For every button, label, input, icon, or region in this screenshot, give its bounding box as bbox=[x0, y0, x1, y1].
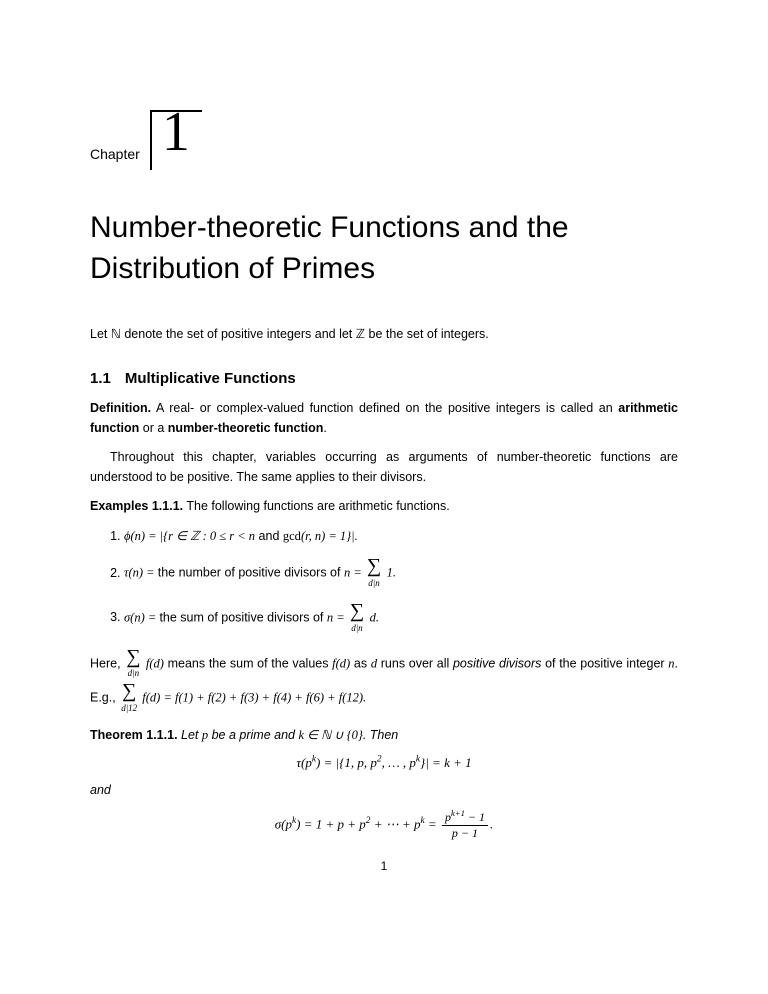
fraction: pk+1 − 1 p − 1 bbox=[442, 810, 488, 841]
text: . bbox=[323, 421, 326, 435]
paragraph: Here, ∑d|n f(d) means the sum of the val… bbox=[90, 647, 678, 716]
chapter-number: 1 bbox=[162, 106, 190, 159]
text: be the set of integers. bbox=[365, 327, 489, 341]
sum-symbol: ∑d|n bbox=[350, 601, 364, 635]
sum-index: d|n bbox=[367, 576, 381, 590]
sum-symbol: ∑d|12 bbox=[121, 681, 137, 715]
sigma-icon: ∑ bbox=[367, 555, 381, 577]
math: ϕ(n) = |{r ∈ ℤ : 0 ≤ r < n bbox=[124, 529, 255, 543]
chapter-heading: Chapter 1 bbox=[90, 110, 678, 170]
examples-intro: Examples 1.1.1. The following functions … bbox=[90, 497, 678, 516]
example-item: τ(n) = the number of positive divisors o… bbox=[124, 556, 678, 590]
sum-symbol: ∑d|n bbox=[367, 556, 381, 590]
term: number-theoretic function bbox=[168, 421, 324, 435]
chapter-label: Chapter bbox=[90, 146, 140, 170]
sum-symbol: ∑d|n bbox=[126, 647, 140, 681]
section-number: 1.1 bbox=[90, 370, 111, 387]
math: n = bbox=[327, 610, 348, 624]
text: Let bbox=[178, 728, 202, 742]
text: as bbox=[350, 656, 371, 670]
sum-index: d|12 bbox=[121, 702, 137, 716]
text: runs over all bbox=[377, 656, 453, 670]
text: or a bbox=[139, 421, 168, 435]
chapter-rule bbox=[202, 162, 678, 170]
chapter-number-box: 1 bbox=[150, 110, 202, 170]
fraction-den: p − 1 bbox=[442, 826, 488, 841]
example-item: ϕ(n) = |{r ∈ ℤ : 0 ≤ r < n and gcd(r, n)… bbox=[124, 526, 678, 546]
text: . Then bbox=[363, 728, 398, 742]
section-title: Multiplicative Functions bbox=[125, 370, 296, 387]
fraction-num: pk+1 − 1 bbox=[442, 810, 488, 826]
text: means the sum of the values bbox=[164, 656, 332, 670]
math: k ∈ ℕ ∪ {0} bbox=[298, 728, 362, 742]
examples-label: Examples 1.1.1. bbox=[90, 499, 183, 513]
text: Let bbox=[90, 327, 111, 341]
page-number: 1 bbox=[90, 859, 678, 873]
math: d. bbox=[370, 610, 379, 624]
math: σ(n) = bbox=[124, 610, 159, 624]
text: denote the set of positive integers and … bbox=[121, 327, 356, 341]
section-heading: 1.1 Multiplicative Functions bbox=[90, 370, 678, 387]
sum-index: d|n bbox=[350, 621, 364, 635]
definition-label: Definition. bbox=[90, 401, 151, 415]
math: gcd(r, n) = 1}|. bbox=[283, 529, 358, 543]
math: n = bbox=[344, 566, 365, 580]
text: and bbox=[255, 529, 283, 543]
text: The following functions are arithmetic f… bbox=[183, 499, 450, 513]
math: 1. bbox=[387, 566, 396, 580]
chapter-title: Number-theoretic Functions and the Distr… bbox=[90, 208, 678, 289]
text-and: and bbox=[90, 781, 678, 800]
emph: positive divisors bbox=[453, 656, 541, 670]
text: be a prime and bbox=[208, 728, 298, 742]
text: the sum of positive divisors of bbox=[159, 610, 326, 624]
theorem-paragraph: Theorem 1.1.1. Let p be a prime and k ∈ … bbox=[90, 726, 678, 745]
text: A real- or complex-valued function defin… bbox=[151, 401, 618, 415]
math: f(d) bbox=[143, 656, 164, 670]
equation: σ(pk) = 1 + p + p2 + ⋯ + pk = pk+1 − 1 p… bbox=[90, 810, 678, 841]
equation: τ(pk) = |{1, p, p2, … , pk}| = k + 1 bbox=[90, 755, 678, 771]
definition-paragraph: Definition. A real- or complex-valued fu… bbox=[90, 399, 678, 438]
text: and bbox=[90, 783, 111, 797]
text: Here, bbox=[90, 656, 124, 670]
math: τ(n) = bbox=[124, 566, 158, 580]
text: of the positive integer bbox=[541, 656, 668, 670]
set-Z: ℤ bbox=[356, 327, 365, 341]
page: Chapter 1 Number-theoretic Functions and… bbox=[0, 0, 768, 913]
sigma-icon: ∑ bbox=[350, 600, 364, 622]
sigma-icon: ∑ bbox=[122, 680, 136, 702]
math: f(d) = f(1) + f(2) + f(3) + f(4) + f(6) … bbox=[139, 691, 366, 705]
math: f(d) bbox=[332, 656, 350, 670]
example-item: σ(n) = the sum of positive divisors of n… bbox=[124, 601, 678, 635]
sum-index: d|n bbox=[126, 667, 140, 681]
examples-list: ϕ(n) = |{r ∈ ℤ : 0 ≤ r < n and gcd(r, n)… bbox=[90, 526, 678, 635]
sigma-icon: ∑ bbox=[126, 646, 140, 668]
set-N: ℕ bbox=[111, 327, 121, 341]
intro-paragraph: Let ℕ denote the set of positive integer… bbox=[90, 325, 678, 344]
theorem-label: Theorem 1.1.1. bbox=[90, 728, 178, 742]
paragraph: Throughout this chapter, variables occur… bbox=[90, 448, 678, 487]
text: the number of positive divisors of bbox=[158, 566, 344, 580]
